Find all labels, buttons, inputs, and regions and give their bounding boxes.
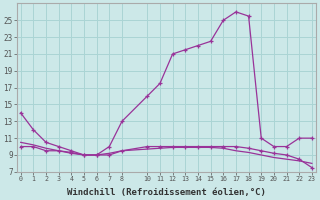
X-axis label: Windchill (Refroidissement éolien,°C): Windchill (Refroidissement éolien,°C) [67, 188, 266, 197]
